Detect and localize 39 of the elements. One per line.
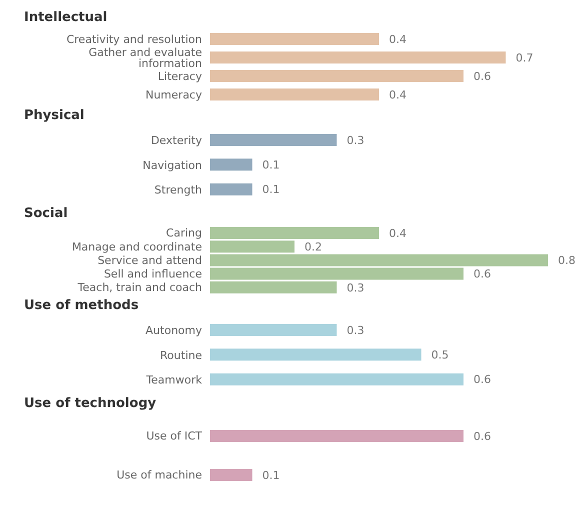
y-tick-label: Gather and evaluate information xyxy=(88,46,202,70)
data-label: 0.2 xyxy=(304,240,322,254)
data-label: 0.3 xyxy=(346,324,364,337)
data-label: 0.1 xyxy=(262,158,280,172)
y-tick-label: Manage and coordinate xyxy=(72,240,202,254)
y-tick-label: Teamwork xyxy=(145,374,203,387)
data-label: 0.6 xyxy=(474,268,491,281)
data-label: 0.6 xyxy=(474,70,491,83)
y-tick-label: Dexterity xyxy=(150,134,202,148)
data-label: 0.6 xyxy=(474,430,491,443)
data-label: 0.4 xyxy=(389,226,406,240)
data-label: 0.3 xyxy=(346,281,364,294)
text: Use of technology xyxy=(23,395,158,413)
y-tick-label: Use of ICT xyxy=(146,429,202,442)
text: Use of methods xyxy=(23,297,140,315)
text: Social xyxy=(23,205,69,223)
y-tick-label: Routine xyxy=(160,348,202,362)
y-tick-label: Teach, train and coach xyxy=(76,281,202,294)
data-label: 0.1 xyxy=(262,468,280,482)
text: Intellectual xyxy=(23,9,108,27)
data-label: 0.7 xyxy=(516,51,534,64)
y-tick-label: Navigation xyxy=(142,158,202,172)
data-label: 0.3 xyxy=(346,134,364,147)
y-tick-label: Autonomy xyxy=(146,324,202,338)
data-label: 0.5 xyxy=(431,348,449,362)
y-tick-label: Numeracy xyxy=(145,88,202,102)
y-tick-label: Caring xyxy=(166,226,202,240)
y-tick-label: Use of machine xyxy=(116,468,202,482)
data-label: 0.1 xyxy=(262,183,280,196)
data-label: 0.6 xyxy=(474,373,491,386)
data-label: 0.4 xyxy=(389,32,406,46)
data-label: 0.8 xyxy=(558,254,576,268)
y-tick-label: Literacy xyxy=(158,70,202,84)
y-tick-label: Creativity and resolution xyxy=(66,33,202,46)
y-tick-label: Strength xyxy=(154,184,202,197)
y-tick-label: Service and attend xyxy=(98,254,202,267)
data-label: 0.4 xyxy=(389,88,406,102)
text: Physical xyxy=(23,107,86,125)
y-tick-label: Sell and influence xyxy=(104,268,202,281)
